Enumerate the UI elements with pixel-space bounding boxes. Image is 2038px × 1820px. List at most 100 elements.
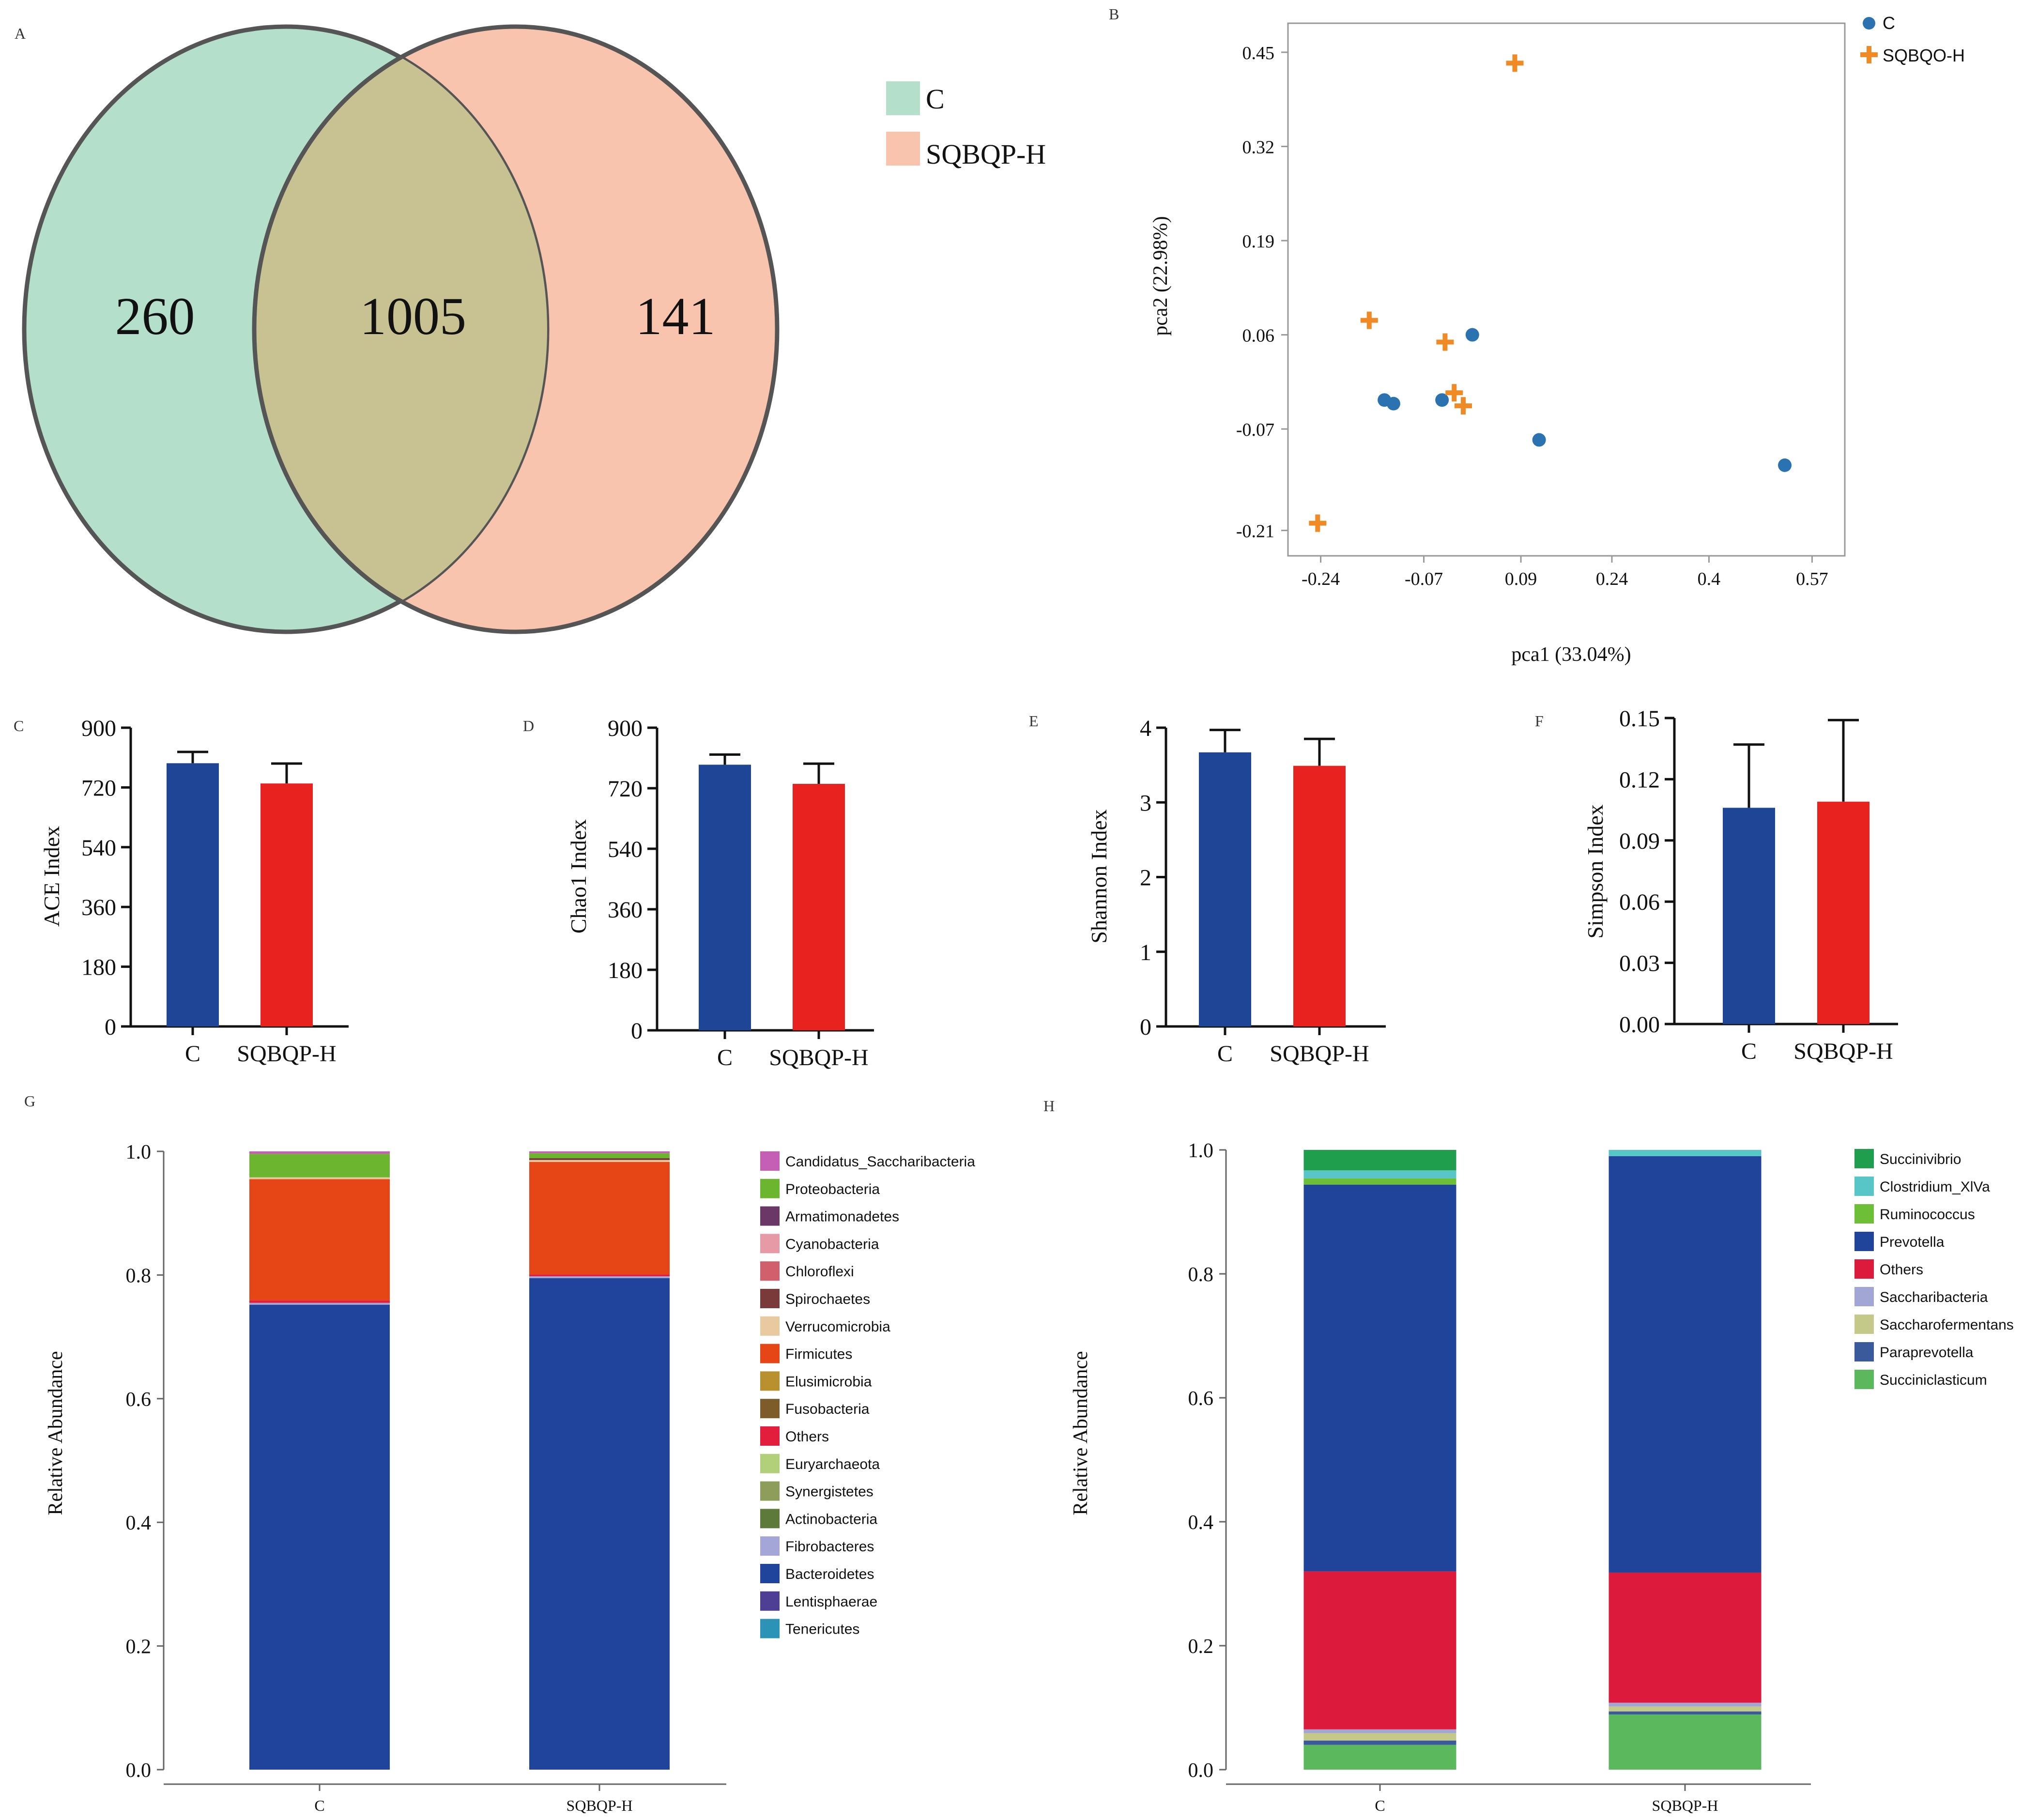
pca-x-tick-label: 0.4 <box>1698 569 1721 589</box>
genus-segment <box>1303 1150 1456 1171</box>
phylum-segment <box>249 1154 390 1178</box>
venn-legend-swatch-sqbqp-h <box>886 132 920 166</box>
phylum-segment <box>529 1162 670 1275</box>
pca-legend-label-sqbqo-h: SQBQO-H <box>1883 46 1965 65</box>
pca-legend-label-c: C <box>1883 13 1895 33</box>
genus-segment <box>1609 1150 1762 1156</box>
pca-point-c <box>1465 328 1479 342</box>
phylum-y-tick-label: 0.2 <box>126 1636 152 1658</box>
ace-x-tick-label: C <box>185 1041 200 1067</box>
shannon-y-label: Shannon Index <box>1087 809 1111 943</box>
panel-label-f: F <box>1535 712 1544 730</box>
shannon-y-tick-label: 4 <box>1140 716 1151 741</box>
panel-a-venn: A 260 1005 141 C SQBQP-H <box>15 24 1046 634</box>
phylum-legend-swatch <box>760 1289 780 1308</box>
phylum-legend-swatch <box>760 1399 780 1419</box>
shannon-y-tick-label: 0 <box>1140 1014 1151 1040</box>
venn-overlap <box>252 27 547 632</box>
panel-label-c: C <box>14 717 24 734</box>
chao1-y-tick-label: 720 <box>608 776 643 802</box>
pca-x-tick-label: -0.24 <box>1302 569 1340 589</box>
pca-y-label: pca2 (22.98%) <box>1149 216 1172 336</box>
ace-bar-sqbqp-h <box>260 783 313 1026</box>
genus-segment <box>1609 1711 1762 1715</box>
genus-segment <box>1303 1740 1456 1745</box>
genus-legend-label: Saccharofermentans <box>1880 1317 2014 1333</box>
panel-label-e: E <box>1029 712 1039 730</box>
genus-segment <box>1303 1733 1456 1741</box>
phylum-x-tick-label: SQBQP-H <box>567 1797 633 1814</box>
phylum-legend-label: Chloroflexi <box>785 1264 854 1280</box>
pca-x-label: pca1 (33.04%) <box>1511 643 1631 666</box>
pca-y-tick-label: 0.19 <box>1242 231 1275 252</box>
shannon-x-tick-label: SQBQP-H <box>1270 1041 1369 1067</box>
phylum-segment <box>249 1151 390 1154</box>
phylum-y-tick-label: 0.6 <box>126 1389 152 1411</box>
pca-point-sqbqo-h <box>1455 397 1472 415</box>
pca-x-tick-label: 0.24 <box>1596 569 1628 589</box>
phylum-segment <box>529 1278 670 1770</box>
genus-legend-swatch <box>1854 1204 1874 1224</box>
phylum-segment <box>249 1300 390 1303</box>
phylum-legend-swatch <box>760 1536 780 1556</box>
genus-y-tick-label: 0.8 <box>1188 1264 1214 1286</box>
phylum-legend-label: Verrucomicrobia <box>785 1319 890 1335</box>
shannon-x-tick-label: C <box>1217 1041 1233 1067</box>
shannon-bar-sqbqp-h <box>1293 765 1346 1026</box>
phylum-legend-label: Tenericutes <box>785 1621 859 1637</box>
genus-segment <box>1303 1571 1456 1729</box>
pca-y-tick-label: 0.06 <box>1242 326 1275 346</box>
simpson-bar-sqbqp-h <box>1817 801 1869 1024</box>
phylum-legend-label: Elusimicrobia <box>785 1374 872 1390</box>
shannon-y-tick-label: 2 <box>1140 865 1151 891</box>
phylum-legend-label: Synergistetes <box>785 1484 873 1500</box>
phylum-y-tick-label: 0.0 <box>126 1759 152 1782</box>
pca-y-axis: 0.45 0.32 0.19 0.06 -0.07 -0.21 <box>1236 43 1288 542</box>
phylum-legend-label: Others <box>785 1429 829 1445</box>
genus-segment <box>1303 1170 1456 1178</box>
genus-legend-swatch <box>1854 1342 1874 1361</box>
shannon-y-tick-label: 3 <box>1140 790 1151 816</box>
pca-point-sqbqo-h <box>1445 384 1463 402</box>
pca-y-tick-label: -0.07 <box>1236 420 1274 440</box>
genus-legend-label: Clostridium_XlVa <box>1880 1179 1990 1195</box>
phylum-legend-swatch <box>760 1591 780 1611</box>
phylum-segment <box>529 1153 670 1159</box>
phylum-legend-swatch <box>760 1509 780 1529</box>
venn-count-only-c: 260 <box>115 287 195 346</box>
chao1-y-tick-label: 360 <box>608 897 643 923</box>
phylum-y-tick-label: 0.8 <box>126 1265 152 1287</box>
genus-x-tick-label: SQBQP-H <box>1652 1797 1718 1814</box>
chao1-y-tick-label: 540 <box>608 837 643 862</box>
phylum-legend-swatch <box>760 1344 780 1363</box>
pca-point-sqbqo-h-stem <box>1366 311 1372 329</box>
chao1-bar-c <box>699 765 751 1030</box>
panel-e-shannon: E 0 1 2 3 4 C SQBQP-H Shannon Index <box>1029 712 1386 1067</box>
shannon-y-tick-label: 1 <box>1140 940 1151 965</box>
phylum-legend-swatch <box>760 1426 780 1446</box>
panel-label-g: G <box>24 1092 35 1110</box>
simpson-x-tick-label: SQBQP-H <box>1793 1039 1893 1064</box>
phylum-legend-swatch <box>760 1453 780 1473</box>
panel-f-simpson: F 0.00 0.03 0.06 0.09 0.12 0.15 C SQBQP-H Simps… <box>1535 706 1898 1064</box>
phylum-legend-label: Spirochaetes <box>785 1291 870 1307</box>
genus-x-tick-label: C <box>1375 1797 1385 1814</box>
chao1-x-tick-label: SQBQP-H <box>769 1045 868 1071</box>
ace-y-tick-label: 180 <box>81 955 116 980</box>
phylum-legend-label: Proteobacteria <box>785 1181 880 1197</box>
phylum-segment <box>529 1274 670 1276</box>
phylum-y-tick-label: 0.4 <box>126 1512 152 1534</box>
pca-plot-frame <box>1287 22 1846 557</box>
phylum-y-tick-label: 1.0 <box>126 1141 152 1163</box>
pca-points <box>1309 54 1792 532</box>
phylum-segment <box>529 1158 670 1160</box>
pca-point-sqbqo-h <box>1309 514 1327 532</box>
pca-point-c <box>1435 393 1449 407</box>
pca-y-tick-label: 0.45 <box>1242 43 1275 63</box>
genus-y-label: Relative Abundance <box>1070 1351 1092 1515</box>
genus-y-tick-label: 0.2 <box>1188 1636 1214 1658</box>
venn-legend-label-c: C <box>926 83 945 115</box>
genus-segment <box>1609 1706 1762 1712</box>
ace-y-label: ACE Index <box>39 826 64 927</box>
